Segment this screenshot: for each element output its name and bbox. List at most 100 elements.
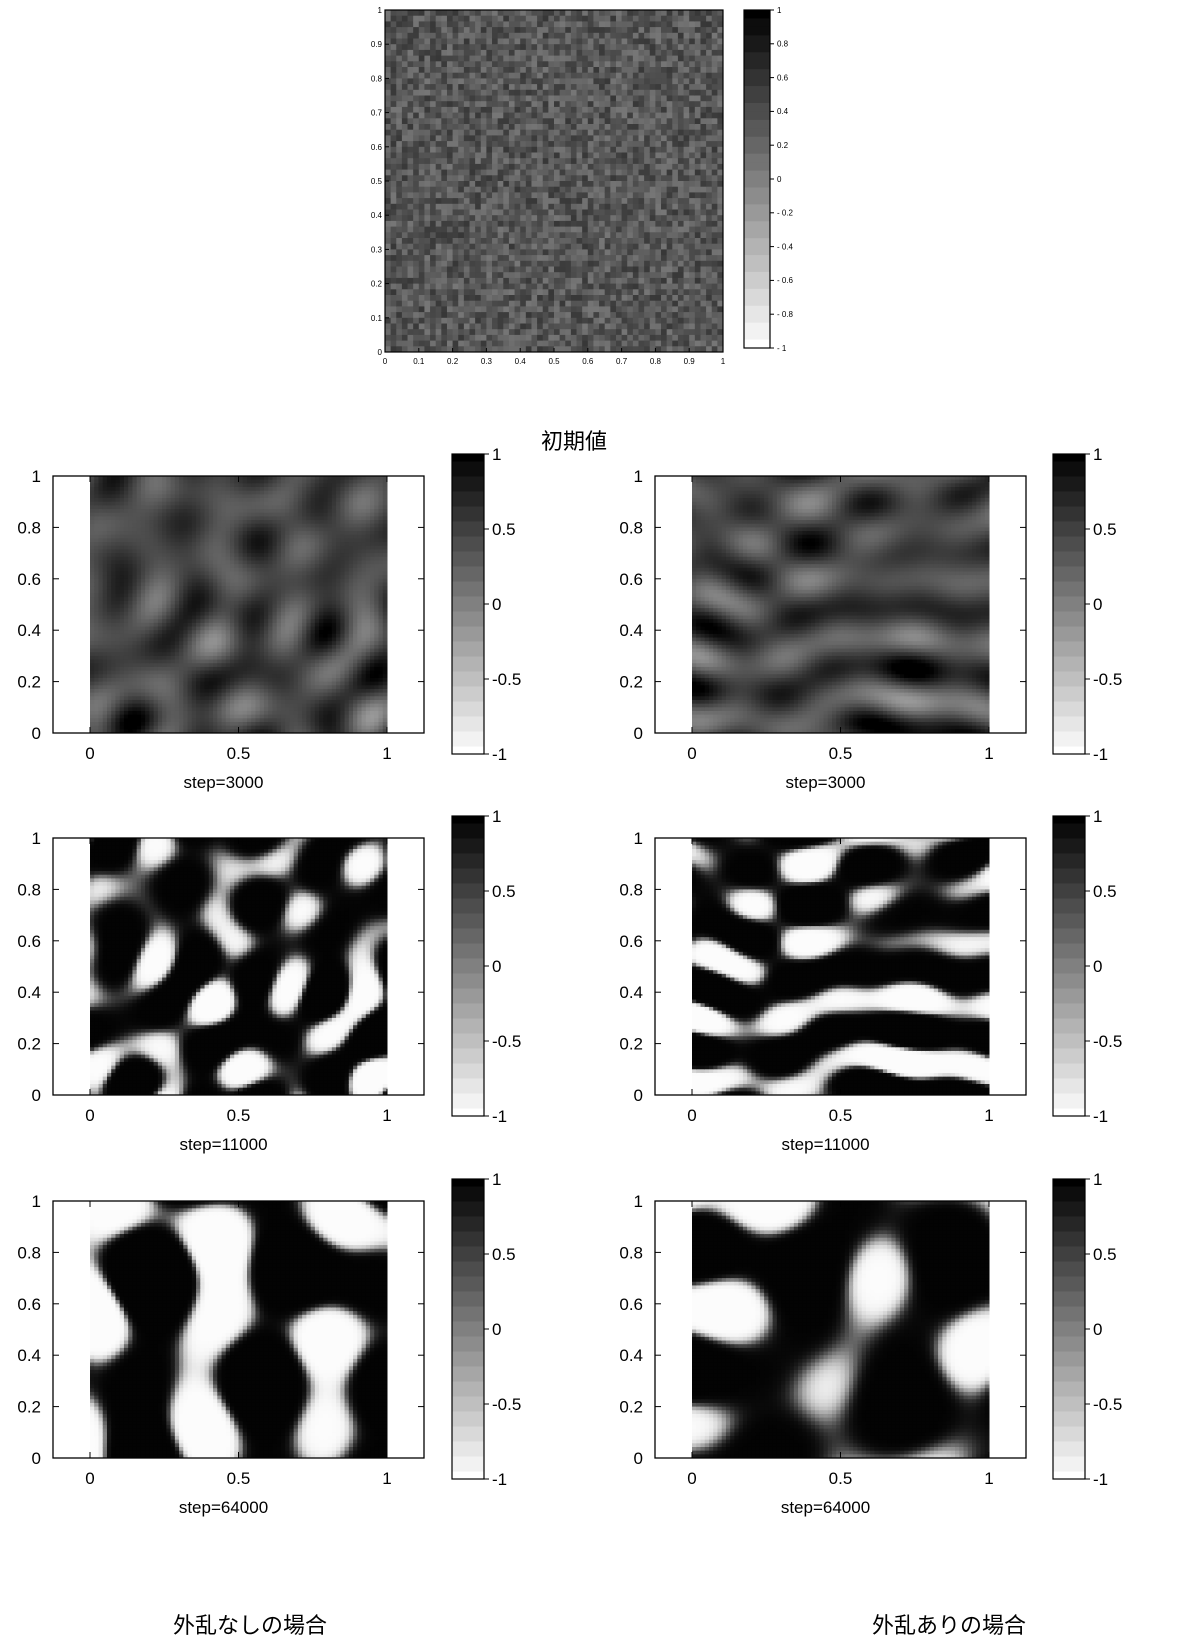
heatmap-cell — [413, 101, 419, 107]
heatmap-cell — [464, 84, 470, 90]
heatmap-cell — [481, 238, 487, 244]
heatmap-cell — [554, 78, 560, 84]
heatmap-cell — [599, 50, 605, 56]
heatmap-cell — [543, 272, 549, 278]
heatmap-cell — [458, 295, 464, 301]
heatmap-cell — [571, 192, 577, 198]
heatmap-cell — [571, 335, 577, 341]
heatmap-cell — [486, 84, 492, 90]
heatmap-cell — [633, 153, 639, 159]
heatmap-cell — [481, 107, 487, 113]
heatmap-cell — [560, 61, 566, 67]
heatmap-cell — [470, 67, 476, 73]
heatmap-cell — [582, 61, 588, 67]
heatmap-cell — [441, 44, 447, 50]
heatmap-cell — [610, 118, 616, 124]
heatmap-cell — [413, 249, 419, 255]
heatmap-cell — [486, 301, 492, 307]
heatmap-cell — [464, 175, 470, 181]
heatmap-cell — [492, 210, 498, 216]
heatmap-cell — [560, 84, 566, 90]
heatmap-cell — [492, 130, 498, 136]
heatmap-cell — [391, 341, 397, 347]
heatmap-cell — [447, 329, 453, 335]
heatmap-cell — [402, 187, 408, 193]
heatmap-cell — [577, 147, 583, 153]
heatmap-cell — [593, 141, 599, 147]
heatmap-cell — [413, 44, 419, 50]
heatmap-cell — [588, 84, 594, 90]
heatmap-cell — [531, 16, 537, 22]
heatmap-cell — [627, 249, 633, 255]
heatmap-cell — [453, 44, 459, 50]
heatmap-cell — [486, 170, 492, 176]
heatmap-cell — [481, 84, 487, 90]
heatmap-cell — [492, 198, 498, 204]
heatmap-cell — [526, 318, 532, 324]
heatmap-cell — [498, 261, 504, 267]
heatmap-cell — [385, 187, 391, 193]
heatmap-cell — [599, 289, 605, 295]
heatmap-cell — [486, 56, 492, 62]
heatmap-cell — [486, 164, 492, 170]
heatmap-cell — [481, 67, 487, 73]
heatmap-cell — [593, 164, 599, 170]
heatmap-cell — [436, 73, 442, 79]
heatmap-cell — [548, 118, 554, 124]
heatmap-cell — [481, 255, 487, 261]
heatmap-cell — [520, 335, 526, 341]
heatmap-cell — [396, 39, 402, 45]
heatmap-cell — [548, 312, 554, 318]
heatmap-cell — [419, 249, 425, 255]
heatmap-cell — [464, 181, 470, 187]
heatmap-cell — [565, 295, 571, 301]
heatmap-cell — [436, 158, 442, 164]
heatmap-cell — [396, 84, 402, 90]
heatmap-cell — [526, 39, 532, 45]
heatmap-cell — [503, 39, 509, 45]
heatmap-cell — [486, 147, 492, 153]
heatmap-cell — [577, 27, 583, 33]
heatmap-cell — [588, 284, 594, 290]
heatmap-cell — [560, 67, 566, 73]
heatmap-cell — [509, 244, 515, 250]
heatmap-cell — [464, 90, 470, 96]
heatmap-cell — [402, 244, 408, 250]
heatmap-cell — [543, 170, 549, 176]
heatmap-cell — [408, 50, 414, 56]
heatmap-cell — [565, 16, 571, 22]
heatmap-cell — [537, 204, 543, 210]
heatmap-cell — [531, 147, 537, 153]
heatmap-cell — [475, 78, 481, 84]
heatmap-cell — [464, 107, 470, 113]
heatmap-cell — [396, 187, 402, 193]
heatmap-cell — [402, 210, 408, 216]
heatmap-cell — [464, 50, 470, 56]
heatmap-cell — [605, 312, 611, 318]
heatmap-cell — [413, 147, 419, 153]
heatmap-cell — [408, 124, 414, 130]
heatmap-cell — [408, 16, 414, 22]
heatmap-cell — [419, 124, 425, 130]
heatmap-cell — [520, 73, 526, 79]
heatmap-cell — [481, 21, 487, 27]
heatmap-cell — [419, 301, 425, 307]
heatmap-cell — [458, 312, 464, 318]
heatmap-cell — [441, 164, 447, 170]
heatmap-cell — [599, 107, 605, 113]
heatmap-cell — [492, 318, 498, 324]
heatmap-cell — [475, 67, 481, 73]
heatmap-cell — [520, 153, 526, 159]
heatmap-cell — [391, 164, 397, 170]
heatmap-cell — [605, 130, 611, 136]
heatmap-cell — [560, 56, 566, 62]
heatmap-cell — [486, 130, 492, 136]
heatmap-cell — [424, 90, 430, 96]
heatmap-cell — [520, 255, 526, 261]
heatmap-cell — [475, 170, 481, 176]
heatmap-cell — [391, 21, 397, 27]
heatmap-cell — [492, 153, 498, 159]
heatmap-cell — [543, 107, 549, 113]
heatmap-cell — [413, 267, 419, 273]
heatmap-cell — [627, 324, 633, 330]
